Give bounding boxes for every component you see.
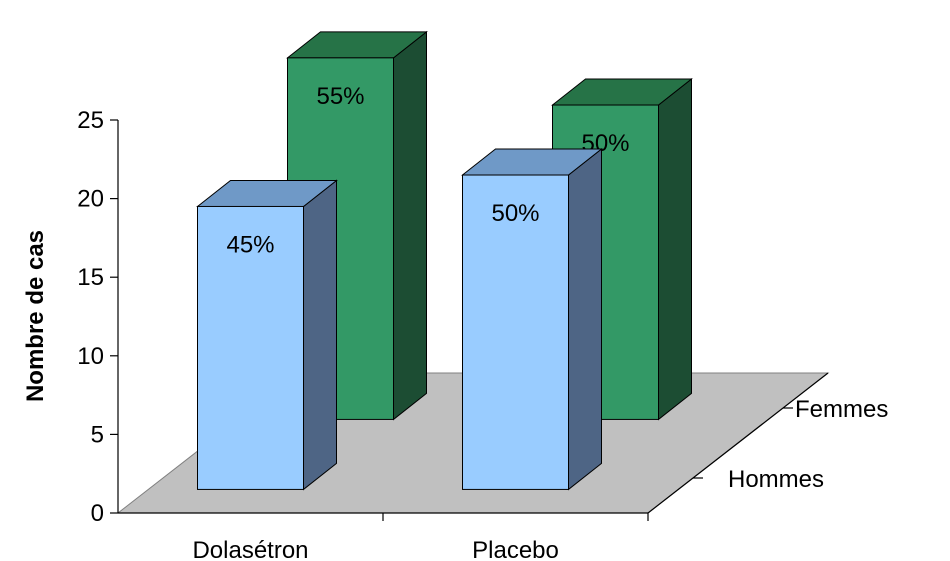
bar: 45% xyxy=(196,179,338,491)
y-tick-label: 0 xyxy=(91,500,104,527)
bar-side xyxy=(658,77,692,421)
bar-side xyxy=(303,179,337,491)
y-tick-label: 20 xyxy=(77,186,104,213)
series-label: Femmes xyxy=(795,396,888,423)
y-tick-label: 10 xyxy=(77,343,104,370)
bar-side xyxy=(568,147,602,491)
y-axis-title: Nombre de cas xyxy=(22,230,49,402)
bar-front xyxy=(197,205,304,490)
y-tick-label: 25 xyxy=(77,107,104,134)
x-axis-categories: Dolasétron Placebo xyxy=(192,513,649,561)
series-label: Hommes xyxy=(728,466,824,493)
bar-data-label: 50% xyxy=(491,200,539,227)
depth-axis-series: Hommes Femmes xyxy=(693,396,888,493)
bar-side xyxy=(393,30,427,421)
y-axis: 0 5 10 15 20 25 xyxy=(77,107,829,527)
y-tick-label: 5 xyxy=(91,421,104,448)
category-label: Placebo xyxy=(472,537,559,561)
y-tick-label: 15 xyxy=(77,264,104,291)
category-label: Dolasétron xyxy=(192,537,308,561)
bar-data-label: 45% xyxy=(226,231,274,258)
bar: 50% xyxy=(461,147,603,491)
bar-front xyxy=(462,174,569,490)
series-front-bars: 45% 50% xyxy=(196,147,603,491)
depth-axis-line xyxy=(647,372,829,514)
bar-data-label: 55% xyxy=(316,83,364,110)
